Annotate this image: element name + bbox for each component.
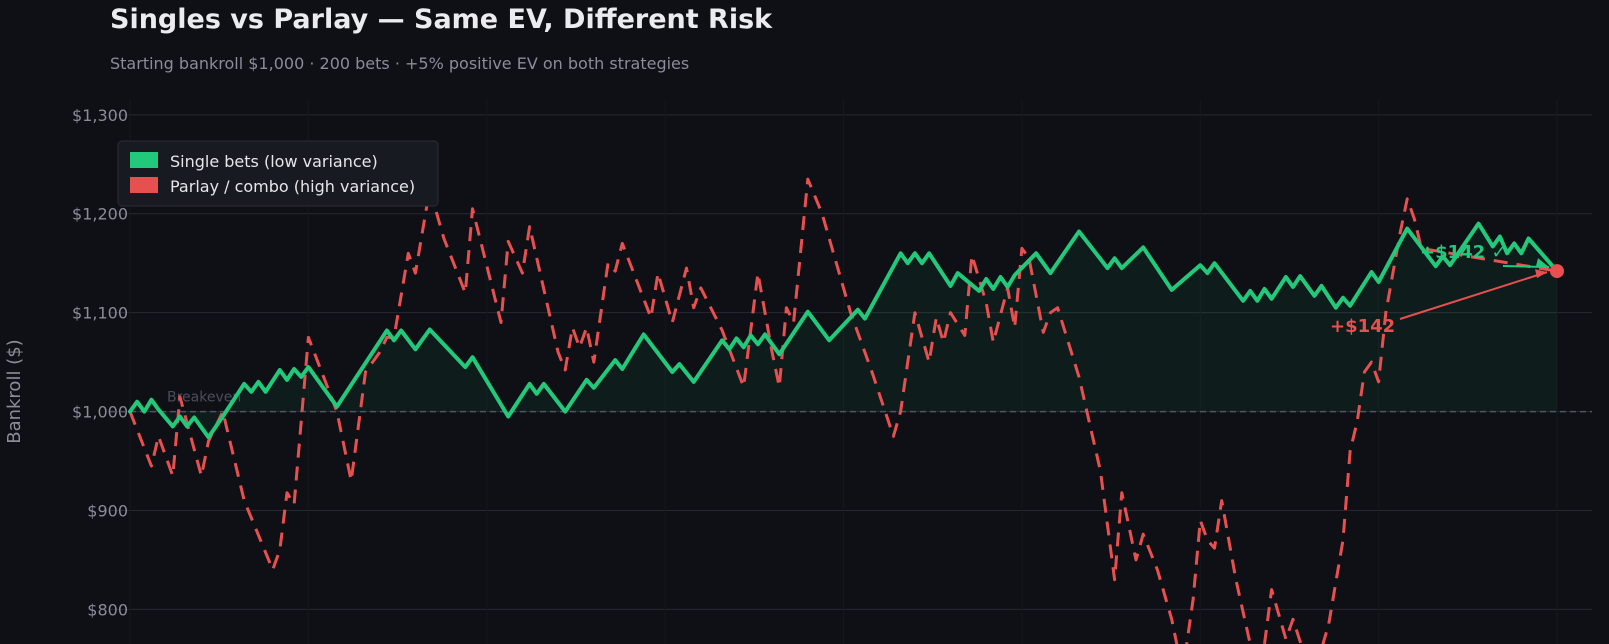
annotations: +$142 ✓ +$142 (1330, 242, 1564, 337)
annotation-arrowhead-parlay (1535, 269, 1547, 279)
legend: Single bets (low variance) Parlay / comb… (117, 140, 439, 207)
annotation-arrowhead-singles (1536, 258, 1549, 268)
legend-swatch-parlay (130, 177, 158, 193)
legend-label-parlay: Parlay / combo (high variance) (170, 177, 415, 196)
chart-subtitle: Starting bankroll $1,000 · 200 bets · +5… (110, 54, 690, 73)
series-line-singles (128, 221, 1559, 440)
annotation-arrow-singles (1502, 265, 1550, 269)
y-axis-label: Bankroll ($) (4, 339, 25, 443)
endpoint-marker (1550, 264, 1564, 279)
breakeven-label: Breakeven (167, 390, 241, 406)
y-tick-label: $1,300 (72, 106, 128, 125)
y-axis-ticks: $800 $900 $1,000 $1,100 $1,200 $1,300 (72, 106, 128, 620)
y-tick-label: $1,000 (72, 403, 128, 422)
legend-box (117, 140, 439, 207)
legend-label-singles: Single bets (low variance) (170, 152, 378, 171)
y-tick-label: $1,100 (72, 304, 128, 323)
chart-title: Singles vs Parlay — Same EV, Different R… (110, 4, 773, 35)
annotation-arrow-parlay (1399, 271, 1548, 320)
annotation-singles: +$142 ✓ (1420, 242, 1507, 263)
y-tick-label: $900 (87, 501, 128, 520)
legend-swatch-singles (130, 152, 158, 168)
y-tick-label: $800 (87, 600, 128, 619)
y-tick-label: $1,200 (72, 205, 128, 224)
annotation-parlay: +$142 (1330, 316, 1395, 337)
grid (110, 100, 1592, 644)
